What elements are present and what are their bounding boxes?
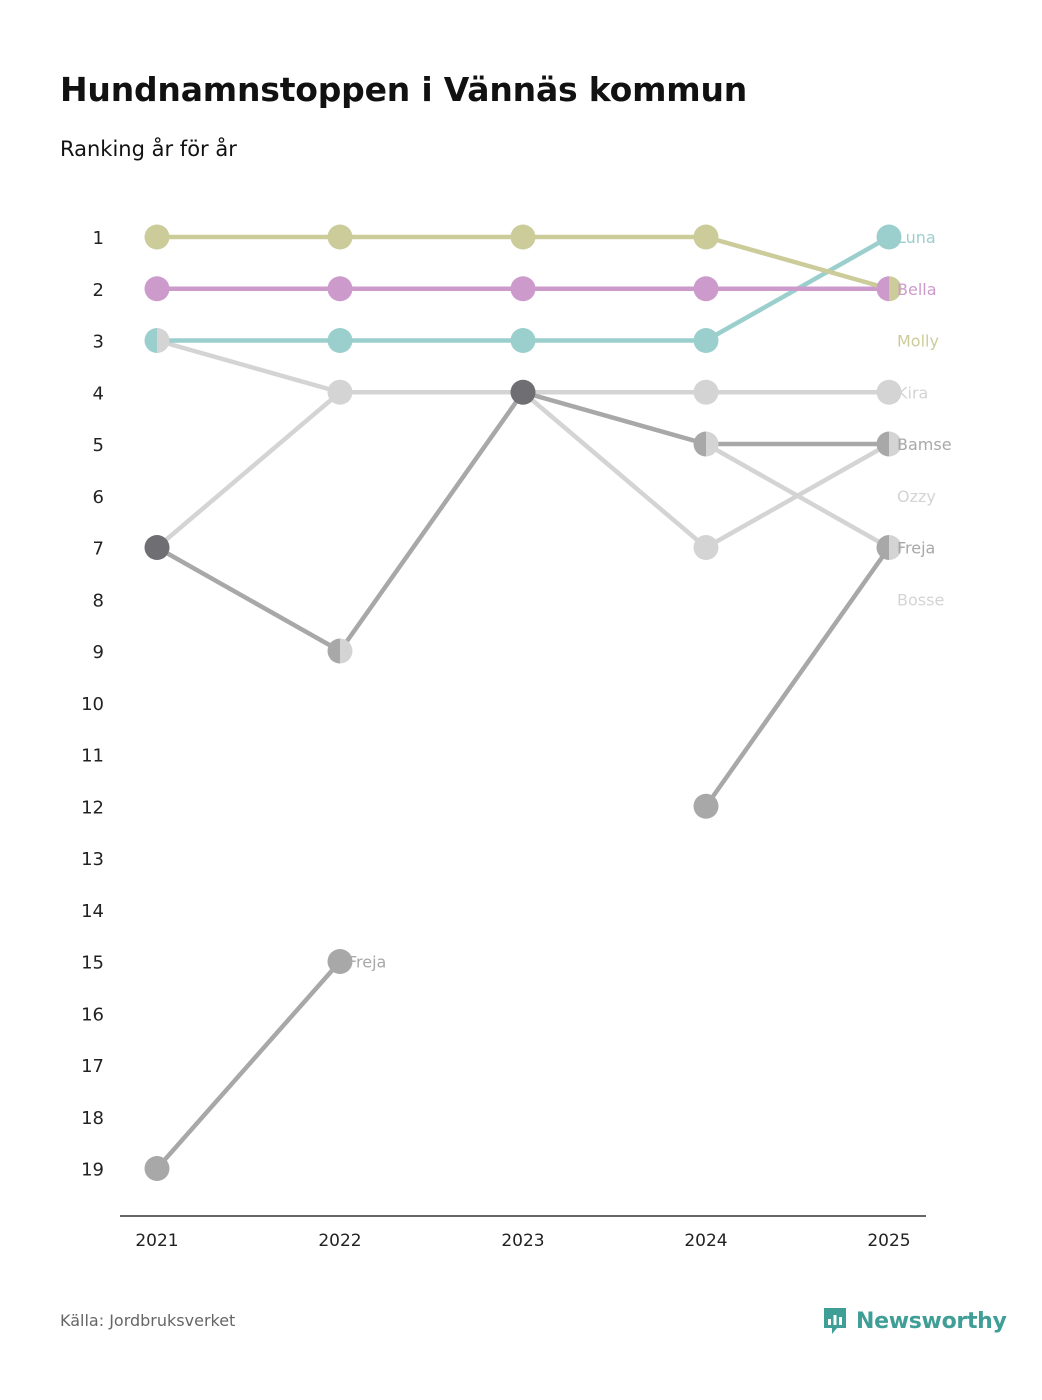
marker-2023-rank-1 [510,224,536,250]
x-tick-label-2025: 2025 [867,1231,910,1251]
annotation-freja: Freja [348,953,386,972]
end-label-molly: Molly [897,332,939,351]
marker-2022-rank-3 [327,328,353,353]
y-tick-label-15: 15 [81,953,104,974]
marker-2025-rank-5 [876,431,902,457]
line-bamse-2022 [337,390,526,654]
marker-2021-rank-7 [144,535,170,560]
marker-2023-rank-3 [510,328,536,353]
marker-2021-rank-3 [144,328,170,353]
line-bamse-2021 [154,545,343,654]
y-tick-label-9: 9 [93,642,104,663]
y-tick-label-7: 7 [93,539,104,560]
marker-2022-rank-4 [327,379,353,405]
end-label-luna: Luna [897,228,936,247]
marker-2024-rank-2 [693,276,719,302]
marker-2024-rank-7 [693,535,719,560]
end-label-kira: Kira [897,383,928,402]
y-tick-label-1: 1 [93,228,104,249]
marker-2021-rank-19 [144,1156,170,1181]
x-tick-label-2022: 2022 [318,1231,361,1251]
x-axis: 2021 2022 2023 2024 2025 [120,1215,926,1251]
marker-2024-rank-1 [693,224,719,250]
series-labels: Luna Bella Molly Kira Bamse Ozzy Freja Bosse Fre… [348,228,952,972]
x-tick-label-2023: 2023 [501,1231,544,1251]
y-tick-label-6: 6 [93,487,104,508]
y-tick-label-17: 17 [81,1056,104,1077]
newsworthy-logo[interactable]: Newsworthy [822,1306,1007,1336]
chart-logo-icon [824,1308,846,1334]
chart-subtitle: Ranking år för år [60,137,237,161]
line-freja-2021 [154,959,343,1171]
line-freja-2024 [703,545,892,809]
marker-2022-rank-9 [327,638,353,664]
marker-2022-rank-15 [327,949,353,974]
y-tick-label-11: 11 [81,746,104,767]
line-ozzy-2023 [520,390,709,550]
y-tick-label-4: 4 [93,383,104,404]
x-tick-label-2024: 2024 [684,1231,727,1251]
chart-title: Hundnamnstoppen i Vännäs kommun [60,70,748,109]
marker-2025-rank-1 [876,224,902,250]
marker-2024-rank-4 [693,379,719,405]
marker-2022-rank-2 [327,276,353,302]
line-bamse-2023 [520,390,709,447]
end-label-bamse: Bamse [897,435,952,454]
y-tick-label-16: 16 [81,1004,104,1025]
brand-name: Newsworthy [856,1308,1007,1334]
end-label-ozzy: Ozzy [897,487,936,506]
y-tick-label-8: 8 [93,590,104,611]
marker-2024-rank-5 [693,431,719,457]
x-tick-label-2021: 2021 [135,1231,178,1251]
line-molly-2024 [703,234,892,291]
marker-2022-rank-1 [327,224,353,250]
y-tick-label-2: 2 [93,280,104,301]
y-tick-label-19: 19 [81,1160,104,1181]
y-tick-label-10: 10 [81,694,104,715]
line-ozzy-2021 [154,390,343,550]
end-label-freja: Freja [897,539,935,558]
end-label-bosse: Bosse [897,590,944,609]
y-tick-label-14: 14 [81,901,104,922]
line-bosse-2024 [703,441,892,550]
end-label-bella: Bella [897,280,937,299]
series-markers [144,224,902,1181]
y-tick-label-18: 18 [81,1108,104,1129]
y-tick-label-5: 5 [93,435,104,456]
line-kira-2021 [154,338,343,395]
y-tick-label-12: 12 [81,797,104,818]
marker-2025-rank-4 [876,379,902,405]
marker-2025-rank-7 [876,535,902,560]
marker-2024-rank-3 [693,328,719,353]
y-tick-label-3: 3 [93,332,104,353]
marker-2023-rank-4 [510,379,536,405]
series-lines [154,234,892,1171]
marker-2021-rank-2 [144,276,170,302]
marker-2024-rank-12 [693,793,719,819]
y-tick-label-13: 13 [81,849,104,870]
marker-2021-rank-1 [144,224,170,250]
marker-2023-rank-2 [510,276,536,302]
marker-2025-rank-2 [876,276,902,302]
source-note: Källa: Jordbruksverket [60,1311,236,1330]
